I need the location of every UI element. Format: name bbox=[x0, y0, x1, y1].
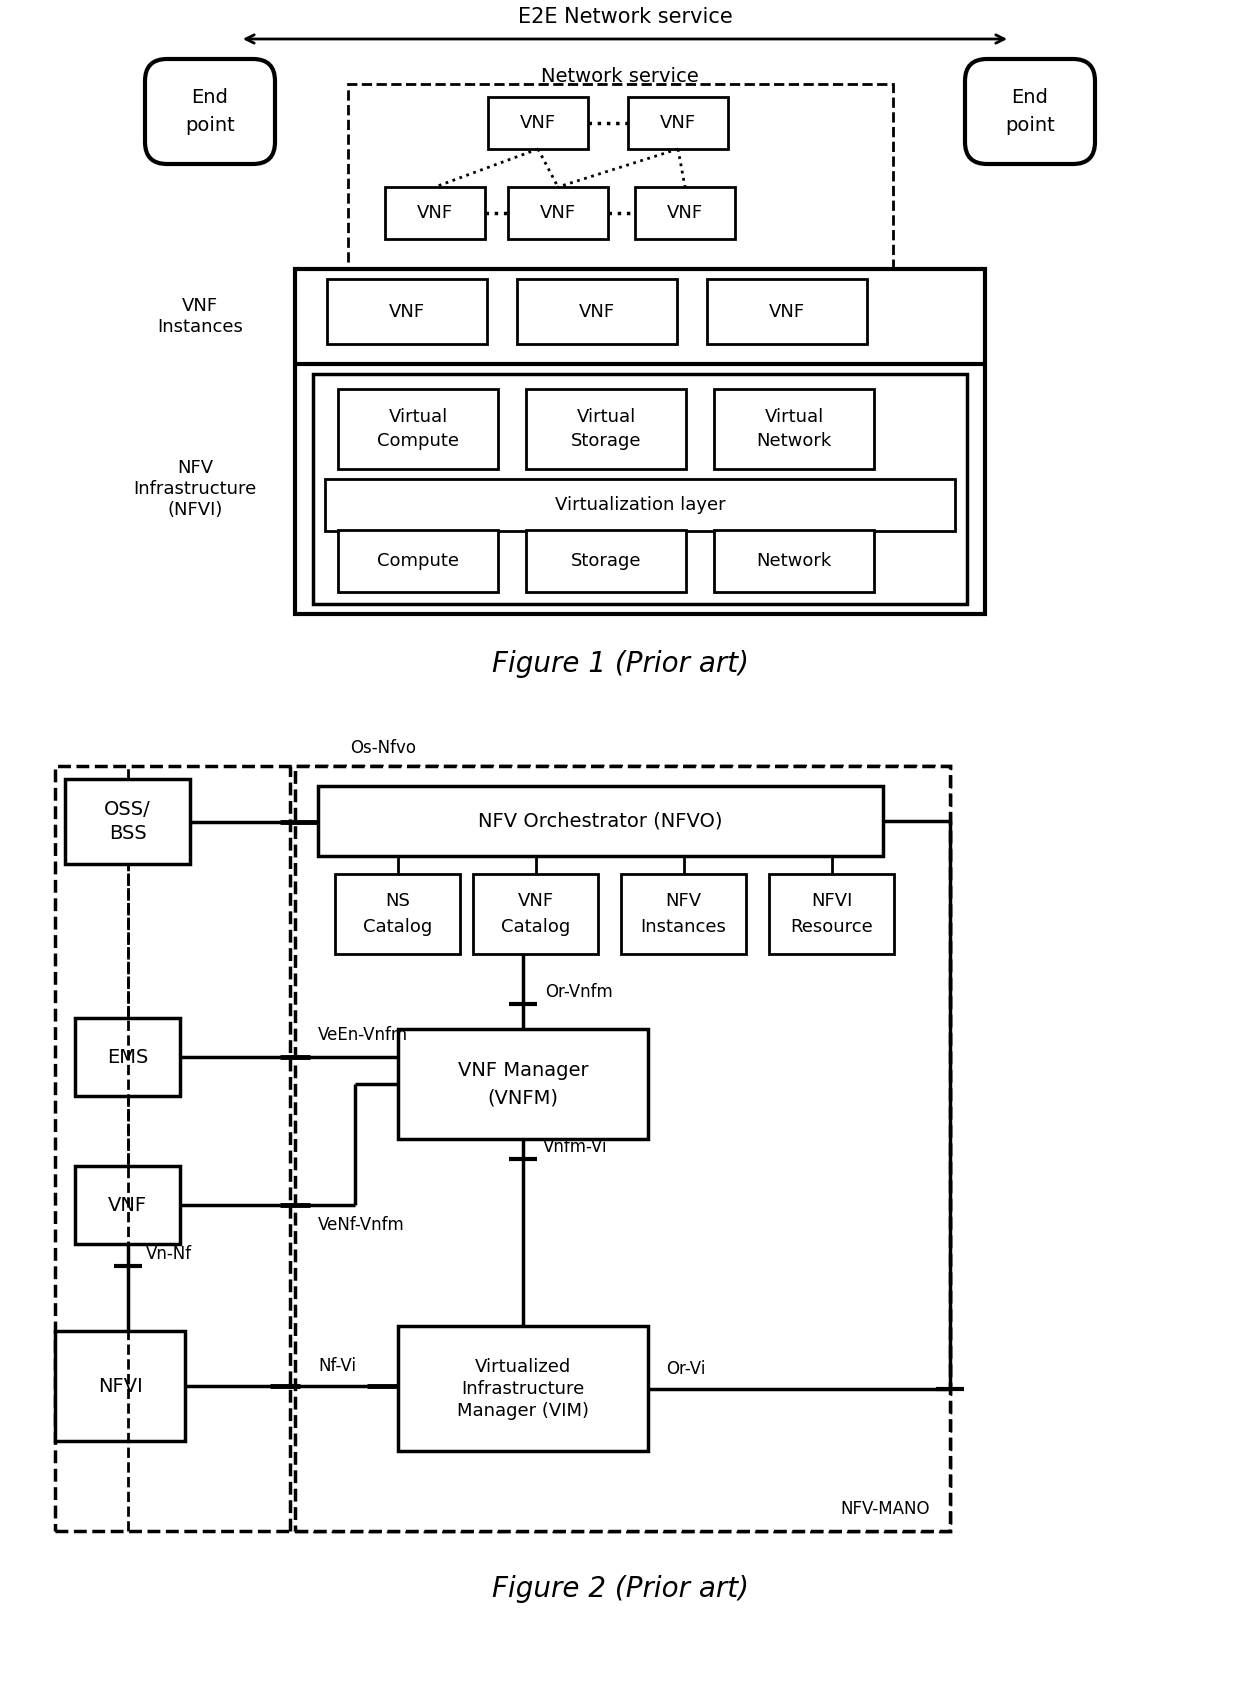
FancyBboxPatch shape bbox=[472, 874, 598, 954]
FancyBboxPatch shape bbox=[55, 766, 950, 1531]
Text: Network service: Network service bbox=[541, 66, 699, 85]
Text: Os-Nfvo: Os-Nfvo bbox=[350, 739, 415, 757]
Text: VNF Manager: VNF Manager bbox=[458, 1060, 588, 1079]
FancyBboxPatch shape bbox=[295, 766, 950, 1531]
Text: Catalog: Catalog bbox=[501, 918, 570, 937]
Text: VNF: VNF bbox=[539, 203, 577, 222]
Text: VNF: VNF bbox=[520, 113, 556, 132]
Text: OSS/: OSS/ bbox=[104, 800, 151, 818]
Text: Figure 1 (Prior art): Figure 1 (Prior art) bbox=[491, 650, 749, 678]
FancyBboxPatch shape bbox=[64, 779, 190, 864]
FancyBboxPatch shape bbox=[707, 280, 867, 344]
Text: NFVI: NFVI bbox=[98, 1377, 143, 1396]
FancyBboxPatch shape bbox=[339, 390, 498, 469]
Text: Infrastructure: Infrastructure bbox=[461, 1379, 584, 1398]
Text: Storage: Storage bbox=[570, 432, 641, 451]
Text: Resource: Resource bbox=[790, 918, 873, 937]
Text: Network: Network bbox=[756, 552, 832, 569]
FancyBboxPatch shape bbox=[769, 874, 894, 954]
FancyBboxPatch shape bbox=[295, 269, 985, 613]
Text: VNF: VNF bbox=[108, 1196, 148, 1215]
Text: NFV: NFV bbox=[666, 893, 702, 910]
Text: VNF
Instances: VNF Instances bbox=[157, 296, 243, 335]
Text: VNF: VNF bbox=[660, 113, 696, 132]
FancyBboxPatch shape bbox=[317, 786, 883, 855]
Text: VNF: VNF bbox=[769, 303, 805, 320]
FancyBboxPatch shape bbox=[965, 59, 1095, 164]
Text: VNF: VNF bbox=[417, 203, 453, 222]
Text: Virtual: Virtual bbox=[764, 408, 823, 425]
FancyBboxPatch shape bbox=[384, 186, 485, 239]
Text: VNF: VNF bbox=[579, 303, 615, 320]
Text: Compute: Compute bbox=[377, 552, 459, 569]
FancyBboxPatch shape bbox=[74, 1018, 180, 1096]
FancyBboxPatch shape bbox=[635, 186, 735, 239]
Text: NFV Orchestrator (NFVO): NFV Orchestrator (NFVO) bbox=[479, 811, 723, 830]
Text: VNF: VNF bbox=[517, 893, 553, 910]
Text: End: End bbox=[191, 88, 228, 107]
Text: VNF: VNF bbox=[389, 303, 425, 320]
Text: Virtual: Virtual bbox=[577, 408, 636, 425]
FancyBboxPatch shape bbox=[74, 1165, 180, 1243]
FancyBboxPatch shape bbox=[339, 530, 498, 591]
Text: (VNFM): (VNFM) bbox=[487, 1089, 558, 1108]
FancyBboxPatch shape bbox=[325, 479, 955, 530]
Text: NS: NS bbox=[386, 893, 410, 910]
Text: Catalog: Catalog bbox=[363, 918, 432, 937]
Text: point: point bbox=[1006, 115, 1055, 136]
Text: Virtualized: Virtualized bbox=[475, 1357, 572, 1376]
FancyBboxPatch shape bbox=[508, 186, 608, 239]
Text: Network: Network bbox=[756, 432, 832, 451]
FancyBboxPatch shape bbox=[398, 1326, 649, 1452]
FancyBboxPatch shape bbox=[398, 1028, 649, 1138]
FancyBboxPatch shape bbox=[348, 85, 893, 269]
Text: Vnfm-Vi: Vnfm-Vi bbox=[543, 1138, 608, 1155]
Text: Virtualization layer: Virtualization layer bbox=[554, 496, 725, 513]
Text: point: point bbox=[185, 115, 234, 136]
Text: E2E Network service: E2E Network service bbox=[517, 7, 733, 27]
Text: Compute: Compute bbox=[377, 432, 459, 451]
Text: VeNf-Vnfm: VeNf-Vnfm bbox=[317, 1216, 404, 1233]
Text: NFVI: NFVI bbox=[811, 893, 852, 910]
FancyBboxPatch shape bbox=[55, 1331, 185, 1442]
Text: Figure 2 (Prior art): Figure 2 (Prior art) bbox=[491, 1575, 749, 1603]
Text: Or-Vi: Or-Vi bbox=[666, 1360, 706, 1377]
FancyBboxPatch shape bbox=[714, 530, 874, 591]
Text: Vn-Nf: Vn-Nf bbox=[145, 1245, 192, 1264]
FancyBboxPatch shape bbox=[517, 280, 677, 344]
Text: EMS: EMS bbox=[107, 1047, 149, 1067]
FancyBboxPatch shape bbox=[526, 390, 686, 469]
FancyBboxPatch shape bbox=[145, 59, 275, 164]
Text: Or-Vnfm: Or-Vnfm bbox=[546, 983, 613, 1001]
Text: Virtual: Virtual bbox=[388, 408, 448, 425]
FancyBboxPatch shape bbox=[627, 97, 728, 149]
Text: NFV-MANO: NFV-MANO bbox=[841, 1499, 930, 1518]
FancyBboxPatch shape bbox=[312, 374, 967, 605]
Text: Manager (VIM): Manager (VIM) bbox=[458, 1401, 589, 1420]
Text: VeEn-Vnfm: VeEn-Vnfm bbox=[317, 1027, 408, 1044]
FancyBboxPatch shape bbox=[526, 530, 686, 591]
FancyBboxPatch shape bbox=[327, 280, 487, 344]
Text: Instances: Instances bbox=[641, 918, 727, 937]
FancyBboxPatch shape bbox=[489, 97, 588, 149]
Text: End: End bbox=[1012, 88, 1049, 107]
Text: BSS: BSS bbox=[109, 823, 146, 844]
FancyBboxPatch shape bbox=[621, 874, 746, 954]
Text: NFV
Infrastructure
(NFVI): NFV Infrastructure (NFVI) bbox=[134, 459, 257, 518]
FancyBboxPatch shape bbox=[335, 874, 460, 954]
Text: VNF: VNF bbox=[667, 203, 703, 222]
Text: Storage: Storage bbox=[570, 552, 641, 569]
Text: Nf-Vi: Nf-Vi bbox=[317, 1357, 356, 1376]
FancyBboxPatch shape bbox=[714, 390, 874, 469]
